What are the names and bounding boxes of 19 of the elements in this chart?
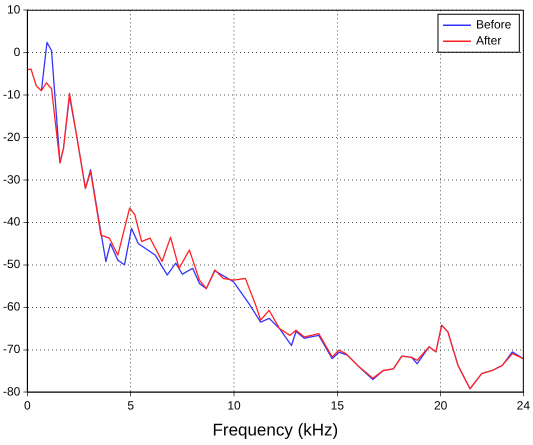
y-tick-label: -60	[3, 300, 21, 314]
y-tick-label: -10	[3, 87, 21, 102]
legend-label: After	[476, 34, 502, 48]
y-tick-label: -50	[3, 257, 21, 272]
x-tick-label: 15	[330, 398, 344, 413]
x-tick-label: 5	[127, 398, 134, 413]
y-tick-label: -20	[3, 130, 21, 144]
y-tick-label: -40	[3, 214, 21, 229]
x-tick-label: 24	[516, 398, 530, 413]
x-tick-label: 20	[434, 398, 448, 413]
x-axis-title: Frequency (kHz)	[212, 420, 338, 440]
y-tick-label: -30	[3, 172, 21, 186]
x-tick-label: 10	[227, 398, 241, 413]
y-tick-label: -80	[3, 384, 21, 399]
y-tick-label: 10	[6, 2, 21, 17]
y-tick-label: -70	[3, 342, 21, 356]
legend-label: Before	[476, 18, 512, 32]
x-tick-label: 0	[24, 398, 31, 413]
y-tick-label: 0	[14, 44, 21, 59]
